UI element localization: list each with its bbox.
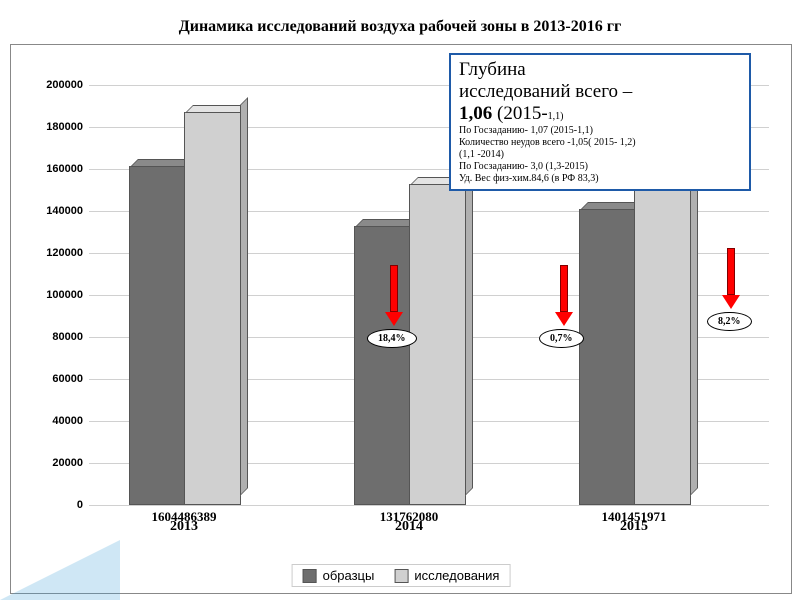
percent-bubble: 0,7% [539,329,584,348]
legend-label: образцы [323,568,375,583]
info-line: 1,06 (2015-1,1) [459,103,741,125]
info-small-line: Уд. Вес физ-хим.84,6 (в РФ 83,3) [459,173,741,185]
bar [354,226,411,505]
legend-item: исследования [394,568,499,583]
info-line: Глубина [459,59,741,81]
percent-bubble: 8,2% [707,312,752,331]
y-tick-label: 200000 [23,79,89,91]
y-tick-label: 140000 [23,205,89,217]
y-tick-label: 0 [23,499,89,511]
info-box: Глубина исследований всего – 1,06 (2015-… [449,53,751,191]
legend-swatch [303,569,317,583]
info-text: (2015- [492,103,547,124]
info-small-lines: По Госзаданию- 1,07 (2015-1,1)Количество… [459,125,741,185]
y-tick-label: 180000 [23,121,89,133]
info-number: 1,06 [459,103,492,124]
y-tick-label: 60000 [23,373,89,385]
legend: образцы исследования [292,564,511,587]
legend-swatch [394,569,408,583]
bar [579,209,636,505]
gridline [89,505,769,506]
chart-title: Динамика исследований воздуха рабочей зо… [0,0,800,36]
bar [634,184,691,505]
legend-label: исследования [414,568,499,583]
info-text: 1,1) [548,111,564,122]
bar [184,112,241,505]
info-small-line: Количество неудов всего -1,05( 2015- 1,2… [459,137,741,149]
down-arrow-icon [726,248,736,309]
x-category-label: 2015 [604,519,664,535]
info-line: исследований всего – [459,81,741,103]
x-category-label: 2013 [154,519,214,535]
y-tick-label: 80000 [23,331,89,343]
info-small-line: (1,1 -2014) [459,149,741,161]
legend-item: образцы [303,568,375,583]
bar [129,166,186,505]
slide-accent [0,540,120,600]
y-tick-label: 20000 [23,457,89,469]
y-tick-label: 120000 [23,247,89,259]
chart-frame: 0 20000 40000 60000 80000 100000 120000 140000 1… [10,44,792,594]
percent-bubble: 18,4% [367,329,417,348]
y-tick-label: 100000 [23,289,89,301]
down-arrow-icon [559,265,569,326]
info-small-line: По Госзаданию- 1,07 (2015-1,1) [459,125,741,137]
y-tick-label: 160000 [23,163,89,175]
x-category-label: 2014 [379,519,439,535]
down-arrow-icon [389,265,399,326]
y-tick-label: 40000 [23,415,89,427]
info-small-line: По Госзаданию- 3,0 (1,3-2015) [459,161,741,173]
bar [409,184,466,505]
